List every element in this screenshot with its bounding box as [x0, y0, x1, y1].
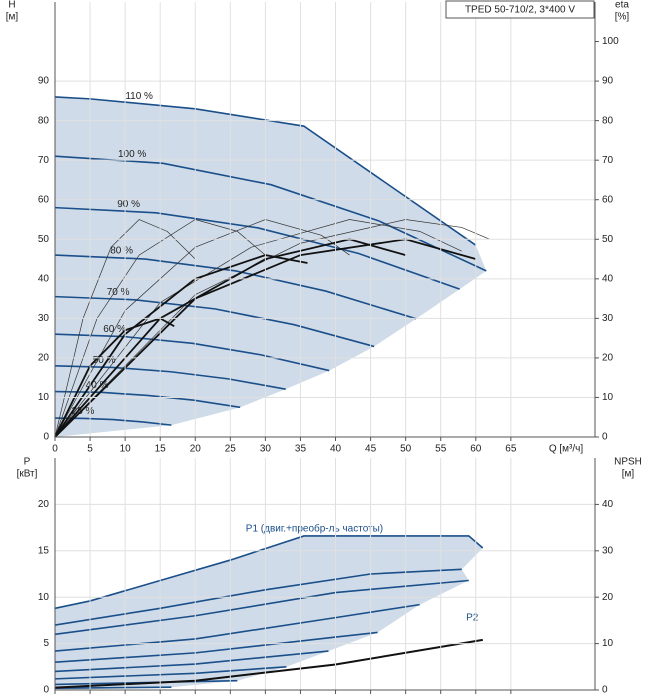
y2-tick-label: 60: [602, 194, 614, 205]
series-label: 90 %: [117, 199, 140, 210]
y-tick-label: 20: [38, 353, 50, 364]
series-line: [54, 365, 286, 390]
x-label: Q [м³/ч]: [549, 444, 584, 455]
series-label: 70 %: [107, 287, 130, 298]
annotation: TPED 50-710/2, 3*400 V: [465, 5, 575, 16]
x-tick-label: 5: [87, 444, 93, 455]
y2-tick-label: 30: [602, 313, 614, 324]
series-label: 25 %: [72, 406, 95, 417]
y-tick-label: 40: [38, 273, 50, 284]
y-tick-label: 0: [43, 685, 49, 696]
y-tick-label: 10: [38, 592, 50, 603]
y-tick-label: 30: [38, 313, 50, 324]
y2-tick-label: 40: [602, 499, 614, 510]
x-tick-label: 50: [400, 444, 412, 455]
x-tick-label: 20: [190, 444, 202, 455]
operating-range: [55, 535, 483, 690]
y-unit: [м]: [6, 12, 19, 23]
y2-tick-label: 70: [602, 155, 614, 166]
y-tick-label: 0: [43, 432, 49, 443]
annotation-box: [445, 0, 595, 19]
y2-tick-label: 20: [602, 592, 614, 603]
x-tick-label: 45: [365, 444, 377, 455]
y2-tick-label: 10: [602, 638, 614, 649]
series-label: 110 %: [125, 91, 153, 102]
y2-tick-label: 10: [602, 392, 614, 403]
y-tick-label: 60: [38, 194, 50, 205]
y-unit: [кВт]: [17, 469, 38, 480]
y2-tick-label: 0: [602, 685, 608, 696]
y-tick-label: 90: [38, 76, 50, 87]
x-tick-label: 60: [470, 444, 482, 455]
x-tick-label: 35: [295, 444, 307, 455]
series-label: P2: [466, 613, 479, 624]
series-label: 50 %: [93, 355, 116, 366]
y2-tick-label: 80: [602, 115, 614, 126]
y2-tick-label: 30: [602, 545, 614, 556]
x-tick-label: 0: [52, 444, 58, 455]
series-line: [54, 686, 172, 689]
y-tick-label: 5: [43, 638, 49, 649]
series-label: 80 %: [110, 246, 133, 257]
y-label: P: [24, 457, 31, 468]
series-label: P1 (двиг.+преобр-ль частоты): [246, 523, 383, 535]
series-line: [54, 155, 487, 272]
y-tick-label: 20: [38, 499, 50, 510]
series-line: [54, 333, 330, 372]
x-tick-label: 15: [155, 444, 167, 455]
y2-unit: [%]: [615, 12, 630, 23]
series-line: [54, 254, 417, 320]
labels-layer: 0 5 10 15 20 25 30 35 40 45 50 55 60 6501020304050607…: [38, 36, 619, 695]
y2-label: NPSH: [614, 457, 642, 468]
x-tick-label: 30: [260, 444, 272, 455]
y-label: H: [8, 0, 15, 11]
x-tick-label: 65: [505, 444, 517, 455]
y-tick-label: 50: [38, 234, 50, 245]
y2-tick-label: 90: [602, 76, 614, 87]
series-line: [54, 295, 375, 348]
x-tick-label: 40: [330, 444, 342, 455]
y2-tick-label: 20: [602, 353, 614, 364]
y2-label: eta: [615, 0, 629, 11]
y2-tick-label: 40: [602, 273, 614, 284]
series-line: [54, 206, 460, 290]
series-label: 100 %: [118, 149, 146, 160]
y2-tick-label: 0: [602, 432, 608, 443]
y-tick-label: 70: [38, 155, 50, 166]
x-tick-label: 55: [435, 444, 447, 455]
x-tick-label: 10: [120, 444, 132, 455]
y2-tick-label: 100: [602, 36, 619, 47]
y-tick-label: 10: [38, 392, 50, 403]
y-tick-label: 15: [38, 545, 50, 556]
y2-unit: [м]: [622, 469, 635, 480]
grid-layer: [54, 2, 599, 694]
y2-tick-label: 50: [602, 234, 614, 245]
series-label: 40 %: [86, 380, 109, 391]
y-tick-label: 80: [38, 115, 50, 126]
x-tick-label: 25: [225, 444, 237, 455]
